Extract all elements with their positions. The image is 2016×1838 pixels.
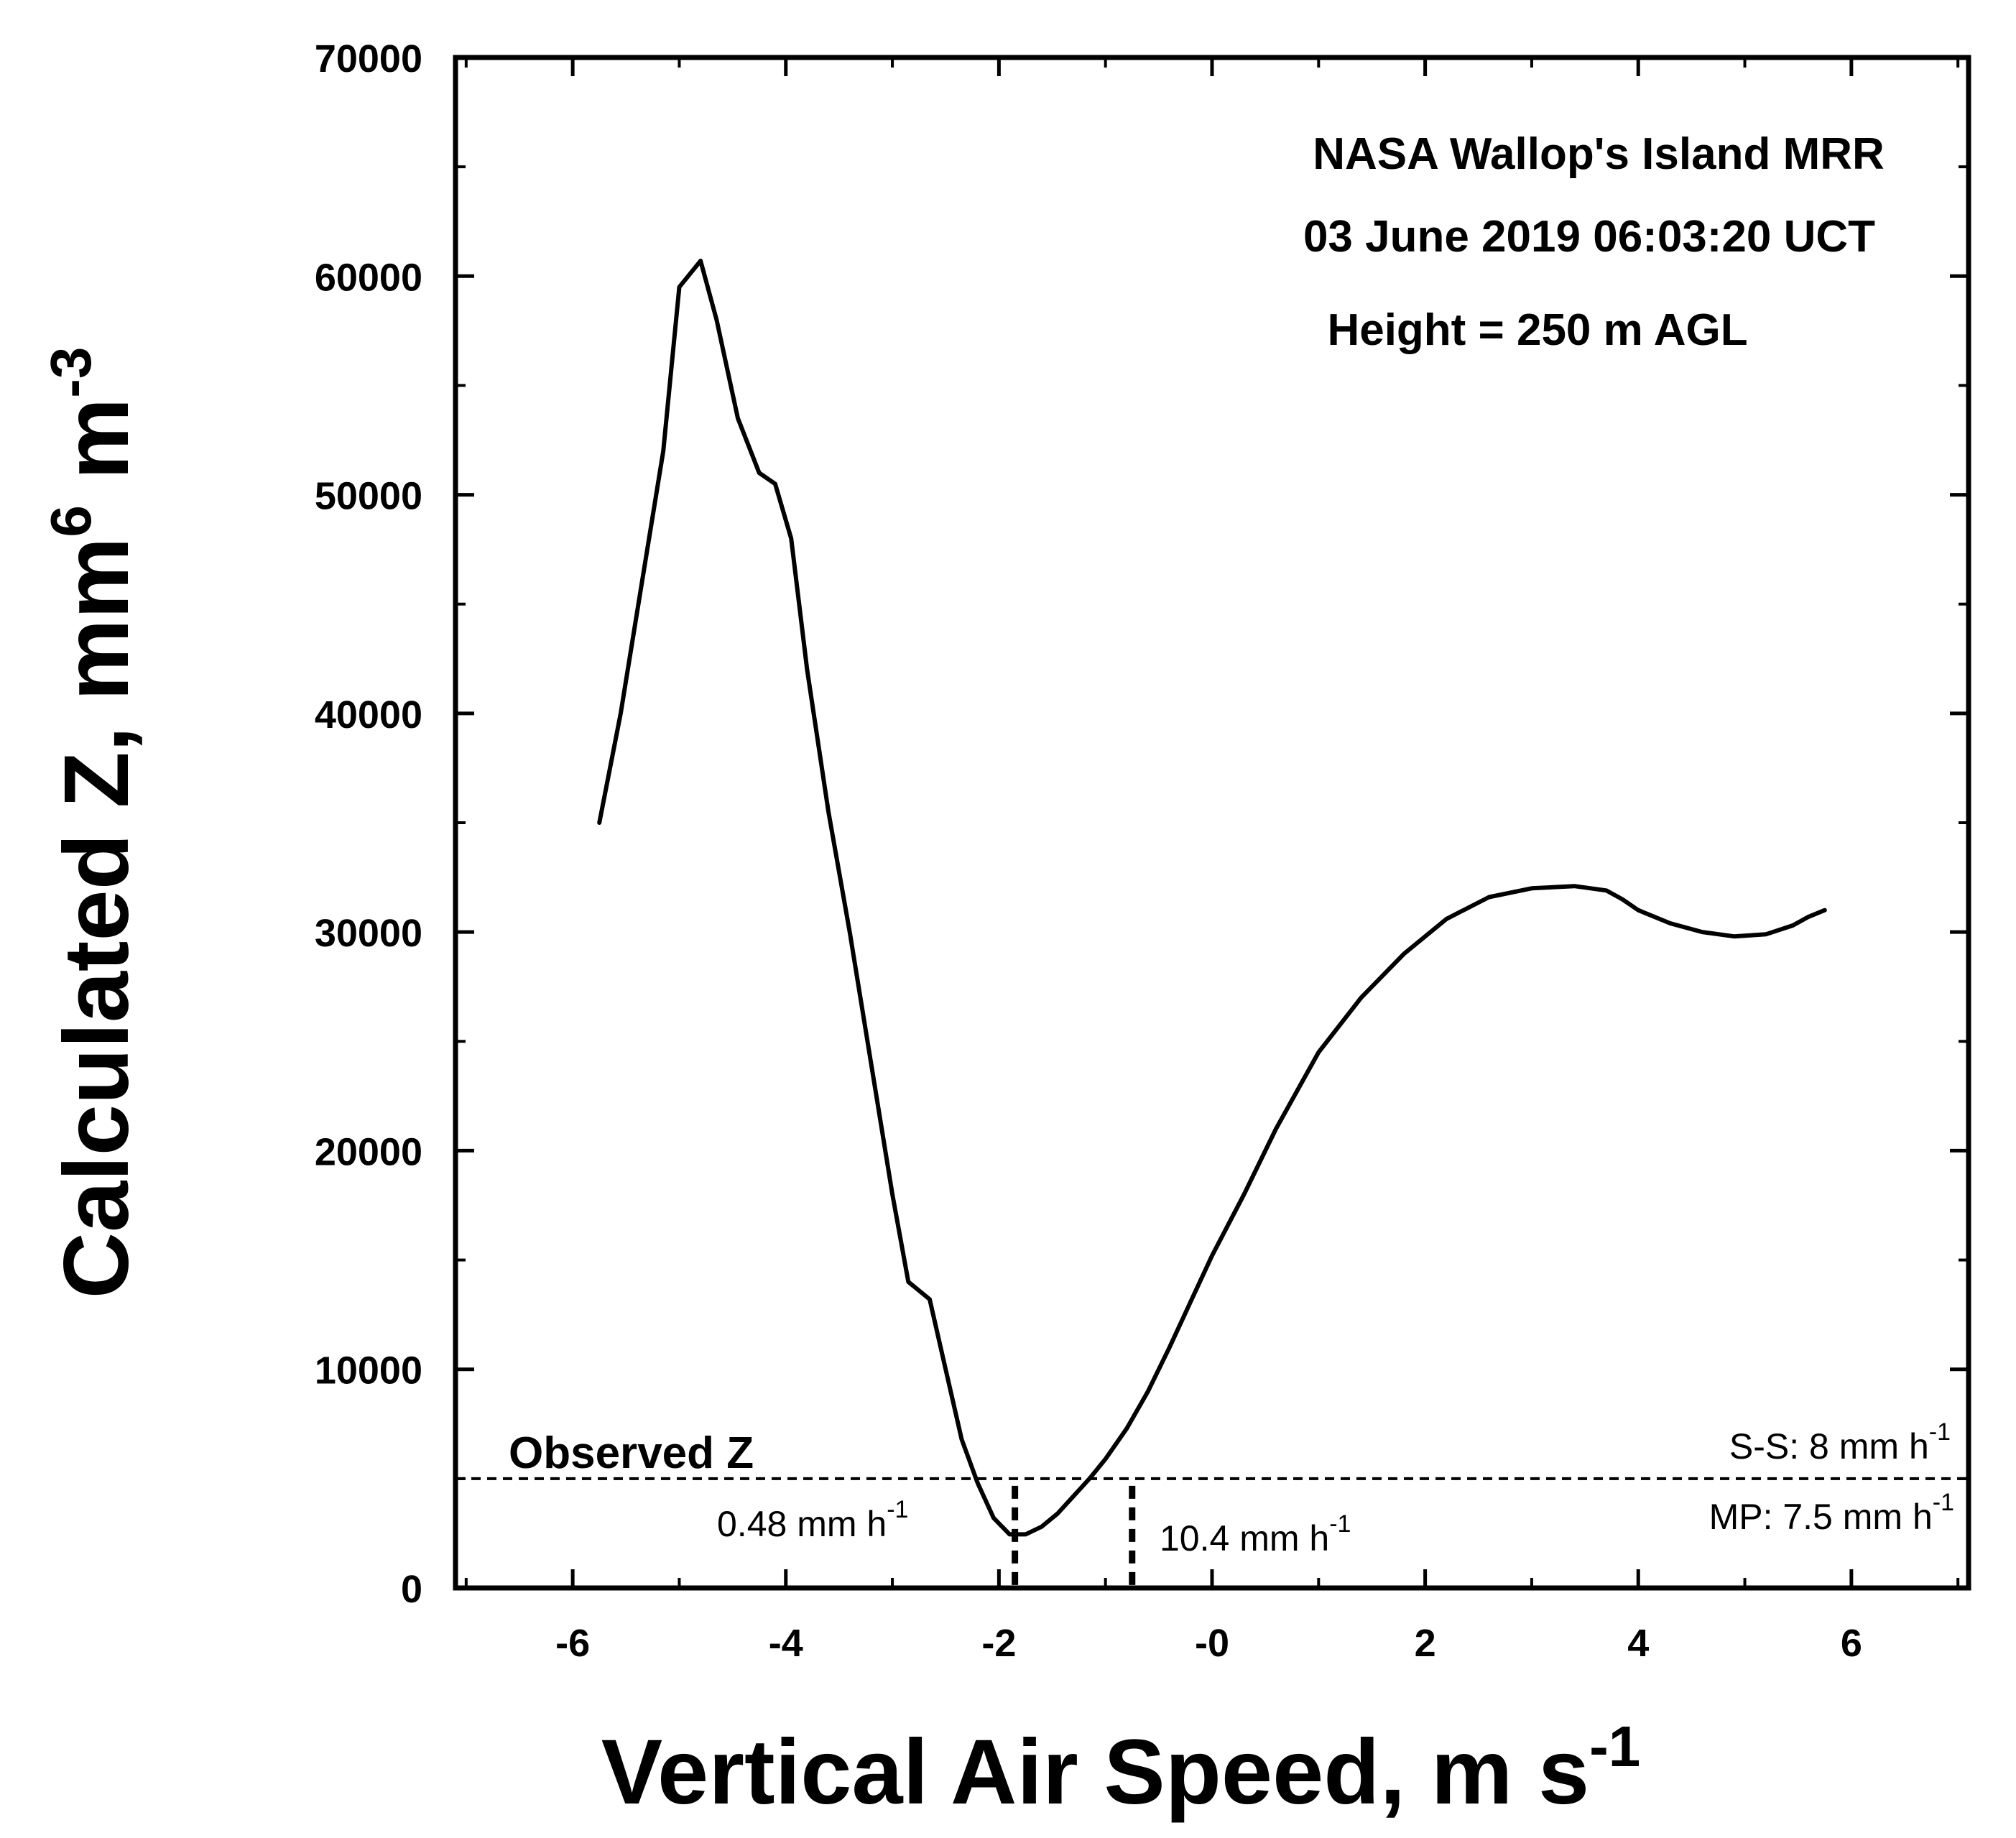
annotation-datetime: 03 June 2019 06:03:20 UCT: [1303, 212, 1875, 262]
x-tick-label: -0: [1195, 1622, 1229, 1665]
y-tick-label: 40000: [315, 693, 422, 736]
y-tick-label: 60000: [315, 256, 422, 299]
x-tick-label: 6: [1841, 1622, 1862, 1665]
y-tick-label: 50000: [315, 475, 422, 518]
marker-label-left: 0.48 mm h-1: [717, 1496, 908, 1544]
annotation-height: Height = 250 m AGL: [1327, 305, 1747, 355]
axis-ticks: [456, 55, 1969, 1590]
mp-label: MP: 7.5 mm h-1: [1709, 1489, 1954, 1537]
axis-tick-labels: -6 -4 -2 -0 2 4 6 0 10000 20000 30000 40000 50000 600…: [315, 37, 1862, 1665]
x-tick-label: -2: [981, 1622, 1016, 1665]
y-tick-label: 10000: [315, 1349, 422, 1393]
x-tick-label: -4: [769, 1622, 803, 1665]
x-tick-label: 2: [1415, 1622, 1436, 1665]
y-tick-label: 30000: [315, 912, 422, 955]
ss-label: S-S: 8 mm h-1: [1729, 1418, 1951, 1467]
plot-frame: [453, 55, 1971, 1591]
annotation-station: NASA Wallop's Island MRR: [1313, 129, 1885, 179]
y-tick-label: 70000: [315, 37, 422, 80]
marker-label-right: 10.4 mm h-1: [1160, 1510, 1351, 1558]
y-tick-label: 0: [401, 1568, 422, 1611]
y-axis-title: Calculated Z, mm6 m-3: [39, 347, 148, 1299]
series-line-calculated-z: [597, 259, 1827, 1537]
x-axis-title: Vertical Air Speed, m s-1: [601, 1714, 1641, 1824]
observed-z-label: Observed Z: [509, 1428, 754, 1478]
x-tick-label: -6: [555, 1622, 590, 1665]
y-tick-label: 20000: [315, 1130, 422, 1173]
x-tick-label: 4: [1627, 1622, 1649, 1665]
